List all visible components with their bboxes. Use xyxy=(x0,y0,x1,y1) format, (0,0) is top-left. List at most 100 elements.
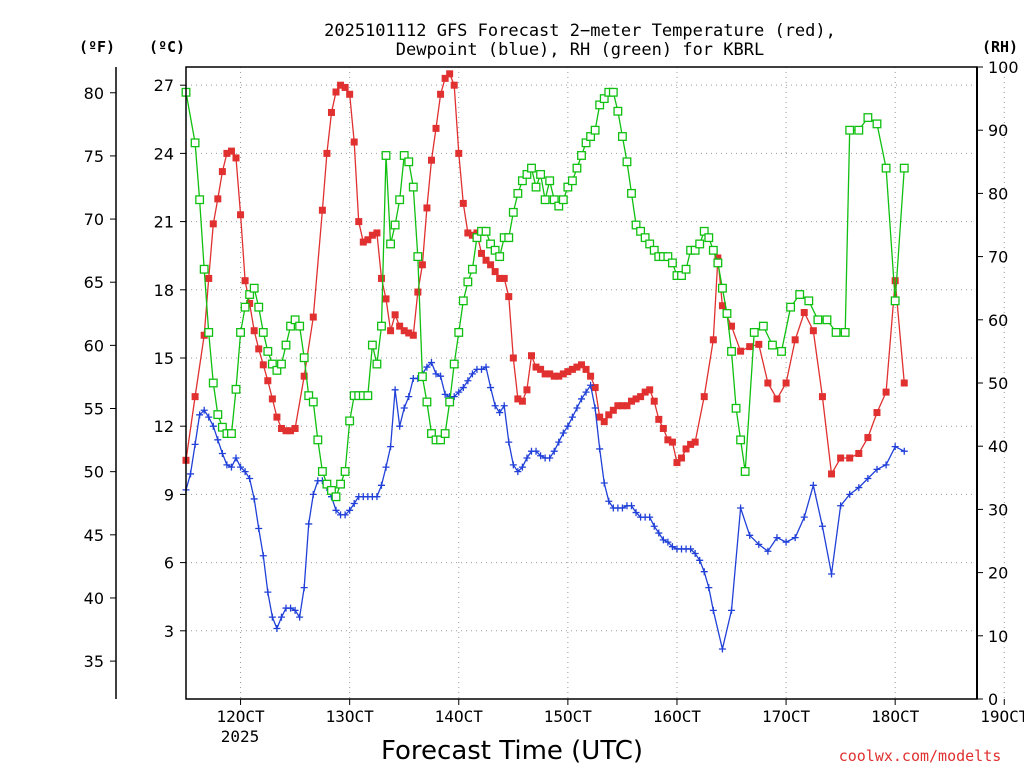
dewpoint-point xyxy=(628,502,636,510)
temperature-point xyxy=(382,295,390,303)
rh-point xyxy=(758,321,768,331)
temperature-point xyxy=(287,427,295,435)
temperature-point xyxy=(828,470,836,478)
dewpoint-point xyxy=(764,547,772,555)
temperature-point xyxy=(691,438,699,446)
dewpoint-point xyxy=(423,363,431,371)
dewpoint-point xyxy=(214,436,222,444)
rh-tick-label: 100 xyxy=(988,58,1019,77)
dewpoint-point xyxy=(523,454,531,462)
temperature-point xyxy=(791,336,799,344)
rh-point xyxy=(804,296,814,306)
plot-frame xyxy=(185,66,978,700)
x-axis-title: Forecast Time (UTC) xyxy=(381,736,643,766)
rh-point xyxy=(708,245,718,255)
temperature-point xyxy=(673,459,681,467)
dewpoint-point xyxy=(259,552,267,560)
temperature-point xyxy=(864,434,872,442)
fahrenheit-tick-label: 35 xyxy=(84,652,104,671)
rh-point xyxy=(390,220,400,230)
dewpoint-point xyxy=(241,468,249,476)
temperature-point xyxy=(532,363,540,371)
temperature-point xyxy=(496,274,504,282)
dewpoint-point xyxy=(568,413,576,421)
fahrenheit-tick-label: 45 xyxy=(84,526,104,545)
dewpoint-point xyxy=(564,422,572,430)
dewpoint-point xyxy=(791,534,799,542)
dewpoint-point xyxy=(782,538,790,546)
temperature-point xyxy=(555,372,563,380)
temperature-point xyxy=(487,261,495,269)
temperature-point xyxy=(359,238,367,246)
temperature-point xyxy=(323,149,331,157)
x-tick-label: 14OCT xyxy=(435,707,484,726)
celsius-tick-label: 12 xyxy=(154,417,174,436)
dewpoint-point xyxy=(382,463,390,471)
temperature-point xyxy=(714,254,722,262)
rh-point xyxy=(286,321,296,331)
temperature-point xyxy=(246,299,254,307)
dewpoint-point xyxy=(227,463,235,471)
temperature-point xyxy=(596,413,604,421)
temperature-point xyxy=(718,302,726,310)
temperature-point xyxy=(268,395,276,403)
rh-point xyxy=(881,163,891,173)
dewpoint-point xyxy=(191,440,199,448)
temperature-point xyxy=(482,256,490,264)
rh-point xyxy=(890,296,900,306)
temperature-point xyxy=(527,352,535,360)
rh-point xyxy=(472,233,482,243)
dewpoint-point xyxy=(232,454,240,462)
dewpoint-point xyxy=(809,481,817,489)
dewpoint-point xyxy=(555,438,563,446)
rh-point xyxy=(663,252,673,262)
rh-point xyxy=(313,435,323,445)
dewpoint-point xyxy=(518,463,526,471)
dewpoint-point xyxy=(600,479,608,487)
dewpoint-point xyxy=(746,531,754,539)
dewpoint-point xyxy=(496,409,504,417)
temperature-point xyxy=(855,449,863,457)
temperature-point xyxy=(500,274,508,282)
rh-point xyxy=(636,226,646,236)
rh-tick-label: 60 xyxy=(988,311,1008,330)
rh-point xyxy=(608,87,618,97)
temperature-point xyxy=(514,395,522,403)
temperature-point xyxy=(518,397,526,405)
dewpoint-point xyxy=(346,506,354,514)
dewpoint-point xyxy=(700,568,708,576)
dewpoint-point xyxy=(709,606,717,614)
credit-link[interactable]: coolwx.com/modelts xyxy=(839,747,1002,765)
rh-point xyxy=(786,302,796,312)
rh-point xyxy=(240,302,250,312)
temperature-point xyxy=(400,327,408,335)
rh-point xyxy=(590,125,600,135)
temperature-point xyxy=(837,454,845,462)
temperature-point xyxy=(578,361,585,369)
temperature-point xyxy=(818,393,826,401)
rh-point xyxy=(517,176,527,186)
rh-point xyxy=(427,429,436,439)
rh-point xyxy=(722,309,732,318)
rh-point xyxy=(417,372,427,382)
rh-point xyxy=(727,346,736,356)
temperature-point xyxy=(614,402,622,410)
x-tick-label: 19OCT xyxy=(980,707,1024,726)
temperature-point xyxy=(728,322,736,330)
dewpoint-point xyxy=(487,384,495,392)
temperature-point xyxy=(418,261,426,269)
temperature-point xyxy=(800,309,808,317)
temperature-point xyxy=(609,406,617,414)
dewpoint-point xyxy=(437,372,445,380)
rh-point xyxy=(454,327,464,337)
temperature-point xyxy=(509,354,517,362)
rh-tick-label: 80 xyxy=(988,184,1008,203)
temperature-point xyxy=(337,81,345,89)
dewpoint-point xyxy=(846,490,854,498)
rh-point xyxy=(677,271,686,281)
dewpoint-point xyxy=(209,422,217,430)
temperature-point xyxy=(659,424,667,432)
dewpoint-point xyxy=(400,404,408,412)
dewpoint-point xyxy=(509,461,517,469)
rh-point xyxy=(372,359,382,369)
